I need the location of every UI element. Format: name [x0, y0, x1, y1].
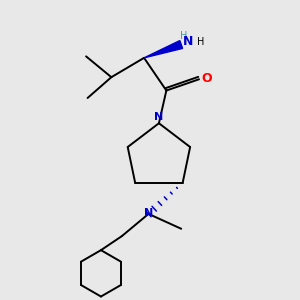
Text: N: N [183, 35, 193, 48]
Text: H: H [197, 37, 204, 46]
Text: N: N [154, 112, 163, 122]
Text: N: N [145, 208, 154, 218]
Text: H: H [180, 31, 187, 41]
Polygon shape [144, 40, 183, 58]
Text: O: O [202, 72, 212, 85]
